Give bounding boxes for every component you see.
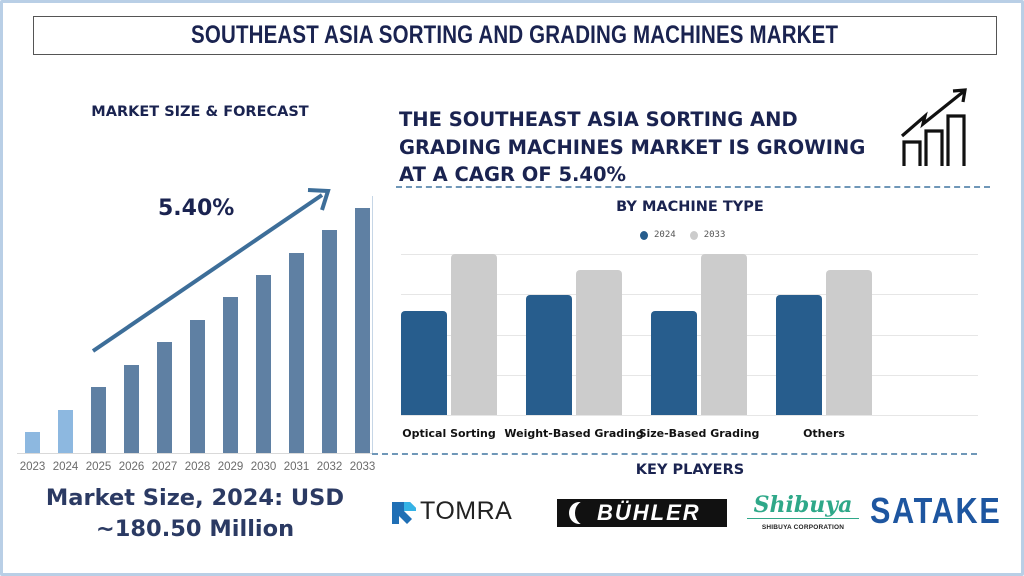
- bar-2033: [701, 254, 747, 415]
- bar-2030: [256, 275, 271, 453]
- market-size-line-1: Market Size, 2024: USD: [45, 485, 345, 511]
- bar-2029: [223, 297, 238, 453]
- machine-type-heading: BY MACHINE TYPE: [616, 199, 764, 215]
- legend-dot-icon: [689, 230, 698, 240]
- shibuya-wordmark: Shibuya: [747, 492, 859, 519]
- legend-item-2033: 2033: [689, 230, 726, 240]
- bar-2027: [157, 342, 172, 453]
- growth-arrow-icon: [91, 188, 331, 353]
- bar-2033: [826, 270, 872, 415]
- x-tick-label: 2032: [316, 461, 343, 473]
- shibuya-subtitle: SHIBUYA CORPORATION: [761, 524, 845, 531]
- bar-2032: [322, 230, 337, 453]
- bar-2024: [651, 311, 697, 415]
- page-title: SOUTHEAST ASIA SORTING AND GRADING MACHI…: [191, 21, 839, 49]
- bar-2024: [58, 410, 73, 453]
- x-tick-label: 2023: [19, 461, 46, 473]
- bar-2033: [576, 270, 622, 415]
- market-size-text: Market Size, 2024: USD ~180.50 Million: [0, 483, 390, 545]
- legend-label: 2033: [703, 230, 726, 240]
- category-label: Others: [803, 427, 845, 440]
- category-label: Optical Sorting: [402, 427, 496, 440]
- section-divider-top: [396, 186, 990, 188]
- legend-label: 2024: [654, 230, 676, 240]
- gridline: [401, 254, 978, 255]
- tomra-mark-icon: [392, 501, 416, 524]
- buhler-crescent-mask: [575, 501, 595, 525]
- section-divider-bottom: [372, 453, 977, 455]
- satake-logo: SATAKE: [870, 490, 1002, 531]
- chart-baseline: [17, 453, 372, 454]
- bar-2028: [190, 320, 205, 453]
- x-tick-label: 2033: [349, 461, 376, 473]
- market-size-line-2: ~180.50 Million: [95, 516, 295, 542]
- x-tick-label: 2025: [85, 461, 112, 473]
- chart-legend: 2024 2033: [640, 230, 725, 240]
- market-size-heading: MARKET SIZE & FORECAST: [91, 104, 309, 120]
- key-players-heading: KEY PLAYERS: [635, 462, 745, 478]
- gridline: [401, 415, 978, 416]
- bar-2023: [25, 432, 40, 453]
- legend-item-2024: 2024: [640, 230, 676, 240]
- x-tick-label: 2028: [184, 461, 211, 473]
- tomra-logo: TOMRA: [390, 497, 512, 526]
- bar-2026: [124, 365, 139, 453]
- category-label: Size-Based Grading: [638, 427, 760, 440]
- bar-2033: [451, 254, 497, 415]
- legend-dot-icon: [640, 230, 648, 240]
- bar-2031: [289, 253, 304, 453]
- bar-2024: [526, 295, 572, 415]
- market-forecast-chart: [0, 0, 390, 470]
- cagr-headline: THE SOUTHEAST ASIA SORTING AND GRADING M…: [399, 108, 866, 186]
- cagr-value: 5.40%: [158, 196, 235, 221]
- x-tick-label: 2030: [250, 461, 277, 473]
- bar-2025: [91, 387, 106, 453]
- gridline: [401, 294, 978, 295]
- growth-chart-icon: [900, 88, 967, 166]
- tomra-wordmark: TOMRA: [420, 497, 513, 525]
- category-label: Weight-Based Grading: [504, 427, 644, 440]
- buhler-logo: BÜHLER: [557, 499, 727, 527]
- bar-2024: [401, 311, 447, 415]
- x-tick-label: 2031: [283, 461, 310, 473]
- bar-2033: [355, 208, 370, 453]
- x-tick-label: 2024: [52, 461, 79, 473]
- title-banner: SOUTHEAST ASIA SORTING AND GRADING MACHI…: [33, 16, 997, 55]
- buhler-wordmark: BÜHLER: [597, 500, 701, 525]
- x-tick-label: 2029: [217, 461, 244, 473]
- x-tick-label: 2027: [151, 461, 178, 473]
- panel-divider: [372, 196, 373, 454]
- x-tick-label: 2026: [118, 461, 145, 473]
- bar-2024: [776, 295, 822, 415]
- shibuya-logo: Shibuya SHIBUYA CORPORATION: [747, 492, 859, 531]
